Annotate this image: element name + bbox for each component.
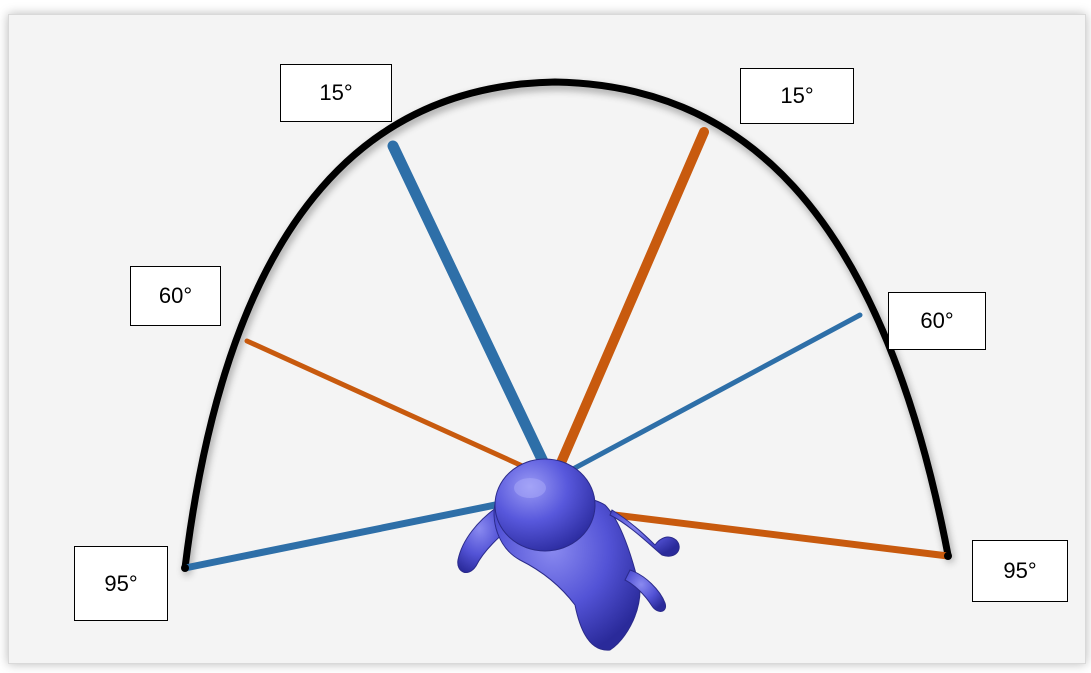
label-15-right: 15° [740,68,854,124]
label-60-left: 60° [130,266,221,326]
arc-endpoint-left [181,564,189,572]
line-15-right [557,132,704,472]
line-15-left [393,146,548,472]
person-top-view-icon [458,459,679,650]
label-15-left: 15° [280,64,392,122]
label-95-right: 95° [972,540,1068,602]
label-60-right: 60° [888,292,986,350]
label-95-left: 95° [74,546,168,621]
arc-endpoint-right [944,552,952,560]
line-60-right [560,315,860,476]
